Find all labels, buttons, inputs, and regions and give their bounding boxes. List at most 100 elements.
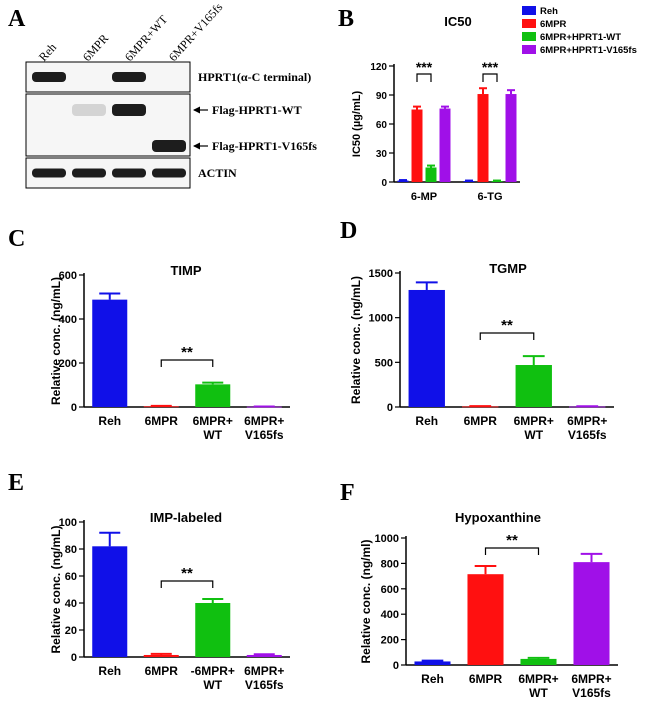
y-tick-label: 400	[59, 314, 77, 326]
x-tick-label: Reh	[98, 664, 121, 678]
arrow-flag-v165fs-head	[193, 142, 200, 150]
y-tick-label: 200	[59, 358, 77, 370]
bar	[439, 108, 451, 182]
y-tick-label: 0	[393, 660, 399, 672]
bar	[408, 289, 445, 407]
x-tick-label: 6-TG	[477, 191, 502, 203]
y-tick-label: 400	[381, 609, 399, 621]
y-tick-label: 80	[65, 544, 77, 556]
y-tick-label: 1000	[369, 313, 393, 325]
blot-label-flag-wt: Flag-HPRT1-WT	[212, 103, 302, 117]
blot-band	[32, 168, 66, 178]
y-axis-label: Relative conc. (ng/mL)	[49, 525, 63, 653]
significance-label: **	[181, 344, 193, 361]
blot-band	[32, 72, 66, 82]
lane-label-reh: Reh	[36, 40, 59, 64]
y-tick-label: 0	[387, 402, 393, 414]
chart-tgmp: TGMP Relative conc. (ng/mL) 0 500 1000 1500 Re…	[349, 261, 614, 442]
significance-bracket	[479, 332, 535, 340]
x-tick-label: Reh	[415, 414, 438, 428]
x-tick-label: 6MPR	[145, 664, 179, 678]
y-tick-label: 100	[59, 517, 77, 529]
y-tick-label: 500	[375, 357, 393, 369]
blot-band	[112, 168, 146, 178]
x-tick-label: Reh	[421, 672, 444, 686]
x-tick-label: 6MPR	[464, 414, 498, 428]
bar	[520, 658, 557, 665]
blot-label-flag-v165fs: Flag-HPRT1-V165fs	[212, 139, 317, 153]
lane-label-6mpr-wt: 6MPR+WT	[122, 12, 171, 64]
significance-label: **	[506, 532, 518, 549]
y-tick-label: 60	[65, 571, 77, 583]
chart-imp-labeled: IMP-labeled Relative conc. (ng/mL) 0 20 40 60…	[49, 510, 290, 692]
legend-entry: 6MPR+HPRT1-V165fs	[540, 45, 637, 56]
legend-swatch	[522, 32, 536, 41]
blot-band	[112, 72, 146, 82]
x-tick-label: 6MPR+ WT	[193, 414, 233, 442]
y-tick-label: 1000	[375, 533, 399, 545]
legend-swatch	[522, 19, 536, 28]
blot-label-hprt1: HPRT1(α-C terminal)	[198, 70, 311, 84]
y-tick-label: 30	[376, 149, 388, 160]
y-tick-label: 90	[376, 91, 388, 102]
legend-entry: 6MPR+HPRT1-WT	[540, 32, 621, 43]
bar	[92, 299, 128, 407]
y-tick-label: 40	[65, 598, 77, 610]
y-axis-label: Relative conc. (ng/ml)	[359, 539, 373, 663]
chart-title: IC50	[444, 14, 471, 29]
legend-swatch	[522, 45, 536, 54]
legend-entry: 6MPR	[540, 19, 567, 30]
blot-band	[152, 168, 186, 178]
x-tick-label: 6MPR+ V165fs	[571, 672, 611, 700]
bar	[92, 546, 128, 657]
significance-bracket	[484, 547, 540, 555]
chart-timp: TIMP Relative conc. (ng/mL) 0 200 400 600 Reh 6…	[49, 263, 290, 442]
panel-label-f: F	[340, 480, 355, 506]
significance-label: ***	[482, 59, 499, 75]
y-tick-label: 120	[370, 62, 387, 73]
western-blot: Reh 6MPR 6MPR+WT 6MPR+V165fs HPRT1(α-C t…	[25, 0, 317, 189]
chart-title: IMP-labeled	[150, 510, 222, 525]
legend-entry: Reh	[540, 6, 558, 17]
y-tick-label: 600	[59, 270, 77, 282]
lane-label-6mpr: 6MPR	[80, 31, 111, 64]
significance-label: **	[181, 565, 193, 582]
y-tick-label: 60	[376, 120, 388, 131]
y-axis-label: Relative conc. (ng/mL)	[49, 277, 63, 405]
bar	[397, 180, 409, 182]
bar	[425, 167, 437, 182]
blot-label-actin: ACTIN	[198, 166, 237, 180]
x-tick-label: 6MPR+ V165fs	[244, 664, 284, 692]
chart-title: TIMP	[170, 263, 201, 278]
y-axis-label: IC50 (µg/mL)	[351, 91, 363, 158]
blot-band	[112, 104, 146, 116]
significance-bracket	[416, 73, 432, 82]
y-tick-label: 0	[71, 652, 77, 664]
x-tick-label: 6MPR	[469, 672, 503, 686]
legend-swatch	[522, 6, 536, 15]
arrow-flag-wt-head	[193, 106, 200, 114]
x-tick-label: 6MPR+ V165fs	[244, 414, 284, 442]
y-tick-label: 200	[381, 635, 399, 647]
x-tick-label: 6MPR+ WT	[518, 672, 558, 700]
bar	[195, 384, 231, 407]
panel-label-d: D	[340, 218, 358, 244]
bar	[246, 654, 282, 657]
bar	[143, 654, 179, 657]
significance-bracket	[160, 359, 214, 367]
y-tick-label: 600	[381, 584, 399, 596]
lane-label-6mpr-v165fs: 6MPR+V165fs	[166, 0, 226, 64]
chart-ic50: IC50 IC50 (µg/mL) 0 30 60 90 120 6-MP 6-TG *** ***…	[351, 6, 637, 203]
bar	[573, 562, 610, 665]
bar	[411, 109, 423, 182]
bar	[195, 603, 231, 657]
chart-hypoxanthine: Hypoxanthine Relative conc. (ng/ml) 0 200 40…	[359, 510, 618, 700]
blot-strip-hprt1	[25, 61, 191, 93]
y-tick-label: 800	[381, 558, 399, 570]
x-tick-label: 6MPR+ V165fs	[567, 414, 607, 442]
significance-label: ***	[416, 59, 433, 75]
panel-label-a: A	[8, 6, 26, 32]
y-tick-label: 1500	[369, 268, 393, 280]
y-tick-label: 0	[71, 402, 77, 414]
x-tick-label: 6MPR	[145, 414, 179, 428]
